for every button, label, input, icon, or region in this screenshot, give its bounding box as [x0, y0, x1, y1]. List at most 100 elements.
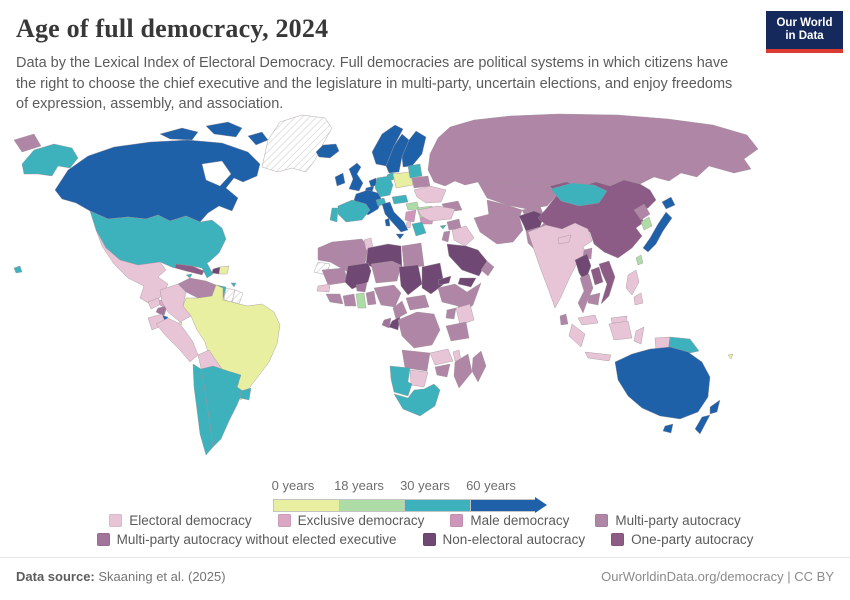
country-eritrea[interactable]: [437, 275, 452, 286]
country-iceland[interactable]: [315, 143, 340, 159]
country-madagascar[interactable]: [471, 350, 487, 383]
legend-item-exclusive-democracy[interactable]: Exclusive democracy: [277, 513, 424, 528]
country-central-african-republic[interactable]: [405, 294, 430, 311]
country-indonesia-kalimantan[interactable]: [608, 320, 633, 341]
country-philippines-mindanao[interactable]: [633, 292, 644, 306]
country-indonesia-sulawesi[interactable]: [633, 326, 645, 345]
country-kenya[interactable]: [455, 303, 475, 326]
country-japan[interactable]: [642, 211, 673, 253]
country-namibia[interactable]: [389, 365, 413, 397]
country-jamaica[interactable]: [185, 273, 193, 279]
country-hawaii[interactable]: [13, 265, 23, 274]
country-zambia[interactable]: [429, 348, 454, 366]
country-sicily[interactable]: [395, 233, 405, 240]
country-finland[interactable]: [401, 130, 427, 168]
country-indonesia-sumatra[interactable]: [568, 323, 586, 348]
country-norway[interactable]: [371, 124, 404, 167]
country-niger[interactable]: [370, 260, 402, 284]
country-south-korea[interactable]: [640, 216, 653, 231]
country-new-zealand-south[interactable]: [694, 414, 711, 435]
legend-item-multiparty-autocracy[interactable]: Multi-party autocracy: [595, 513, 741, 528]
country-sri-lanka[interactable]: [559, 313, 569, 326]
country-malaysia[interactable]: [577, 314, 599, 326]
gradient-segment[interactable]: [404, 498, 470, 512]
country-thailand[interactable]: [577, 273, 594, 314]
legend-item-male-democracy[interactable]: Male democracy: [450, 513, 569, 528]
gradient-segment[interactable]: [469, 498, 535, 512]
country-ireland[interactable]: [334, 172, 346, 187]
country-chad[interactable]: [398, 264, 423, 296]
country-cambodia[interactable]: [587, 292, 601, 306]
country-peru[interactable]: [155, 317, 199, 363]
country-cuba[interactable]: [174, 263, 205, 276]
legend-item-one-party-autocracy[interactable]: One-party autocracy: [611, 532, 753, 547]
footer-attribution-link[interactable]: OurWorldinData.org/democracy | CC BY: [601, 569, 834, 584]
gradient-segment[interactable]: [338, 498, 404, 512]
country-canada[interactable]: [54, 139, 261, 223]
legend-item-non-electoral-autocracy[interactable]: Non-electoral autocracy: [422, 532, 585, 547]
country-trinidad[interactable]: [230, 282, 237, 288]
country-germany[interactable]: [374, 175, 394, 198]
country-sardinia[interactable]: [384, 217, 391, 227]
country-israel-jordan[interactable]: [441, 230, 451, 243]
country-iran[interactable]: [473, 211, 524, 245]
country-argentina[interactable]: [200, 365, 244, 448]
country-baltic-states[interactable]: [407, 163, 423, 179]
country-czechia-austria[interactable]: [391, 194, 409, 205]
country-saudi-arabia[interactable]: [446, 243, 488, 277]
country-yemen[interactable]: [457, 277, 477, 288]
data-source-link[interactable]: Skaaning et al. (2025): [98, 569, 226, 584]
country-fiji[interactable]: [727, 353, 734, 360]
country-greece[interactable]: [411, 221, 427, 237]
country-iraq[interactable]: [451, 225, 475, 247]
country-mauritania[interactable]: [321, 267, 349, 286]
country-canada-arctic-3[interactable]: [247, 131, 269, 146]
country-gabon[interactable]: [381, 317, 392, 329]
country-new-zealand-north[interactable]: [709, 399, 721, 415]
country-ukraine[interactable]: [413, 185, 447, 204]
country-senegal[interactable]: [316, 283, 331, 293]
country-egypt[interactable]: [401, 242, 425, 269]
country-australia[interactable]: [614, 346, 711, 420]
country-albania[interactable]: [405, 220, 412, 229]
country-serbia-balkans[interactable]: [404, 209, 417, 223]
country-drc[interactable]: [397, 311, 441, 349]
country-oman[interactable]: [480, 260, 495, 277]
country-nigeria[interactable]: [373, 284, 402, 308]
country-philippines-luzon[interactable]: [625, 269, 640, 296]
country-zimbabwe[interactable]: [434, 363, 451, 378]
country-belarus[interactable]: [411, 175, 431, 189]
country-tasmania[interactable]: [662, 423, 674, 434]
country-mozambique[interactable]: [453, 353, 473, 389]
country-tanzania[interactable]: [445, 321, 470, 342]
country-togo-benin[interactable]: [365, 290, 377, 306]
country-haiti[interactable]: [211, 266, 221, 275]
country-dominican-republic[interactable]: [218, 265, 230, 275]
legend-item-electoral-democracy[interactable]: Electoral democracy: [109, 513, 252, 528]
country-taiwan[interactable]: [635, 254, 644, 266]
country-angola[interactable]: [401, 349, 431, 372]
country-ivory-coast[interactable]: [342, 293, 357, 307]
country-cameroon[interactable]: [392, 300, 408, 320]
country-alaska[interactable]: [21, 143, 79, 177]
country-portugal[interactable]: [329, 207, 339, 223]
country-nepal[interactable]: [557, 234, 572, 245]
gradient-segment[interactable]: [273, 498, 339, 512]
country-japan-hokkaido[interactable]: [661, 196, 676, 210]
owid-logo[interactable]: Our World in Data: [766, 11, 843, 53]
country-cyprus[interactable]: [439, 224, 447, 230]
country-turkey[interactable]: [417, 205, 456, 222]
country-south-africa[interactable]: [393, 383, 441, 417]
country-spain[interactable]: [337, 199, 371, 223]
country-uruguay[interactable]: [239, 387, 252, 401]
country-uganda[interactable]: [445, 307, 457, 320]
country-mali[interactable]: [344, 262, 372, 290]
country-indonesia-java[interactable]: [584, 351, 612, 362]
country-mongolia[interactable]: [550, 182, 608, 207]
country-sudan[interactable]: [421, 262, 445, 295]
country-italy[interactable]: [381, 201, 409, 233]
country-laos[interactable]: [590, 266, 604, 286]
country-burkina-faso[interactable]: [355, 282, 368, 293]
gradient-legend-bar[interactable]: [273, 497, 547, 513]
country-north-korea[interactable]: [633, 203, 651, 221]
